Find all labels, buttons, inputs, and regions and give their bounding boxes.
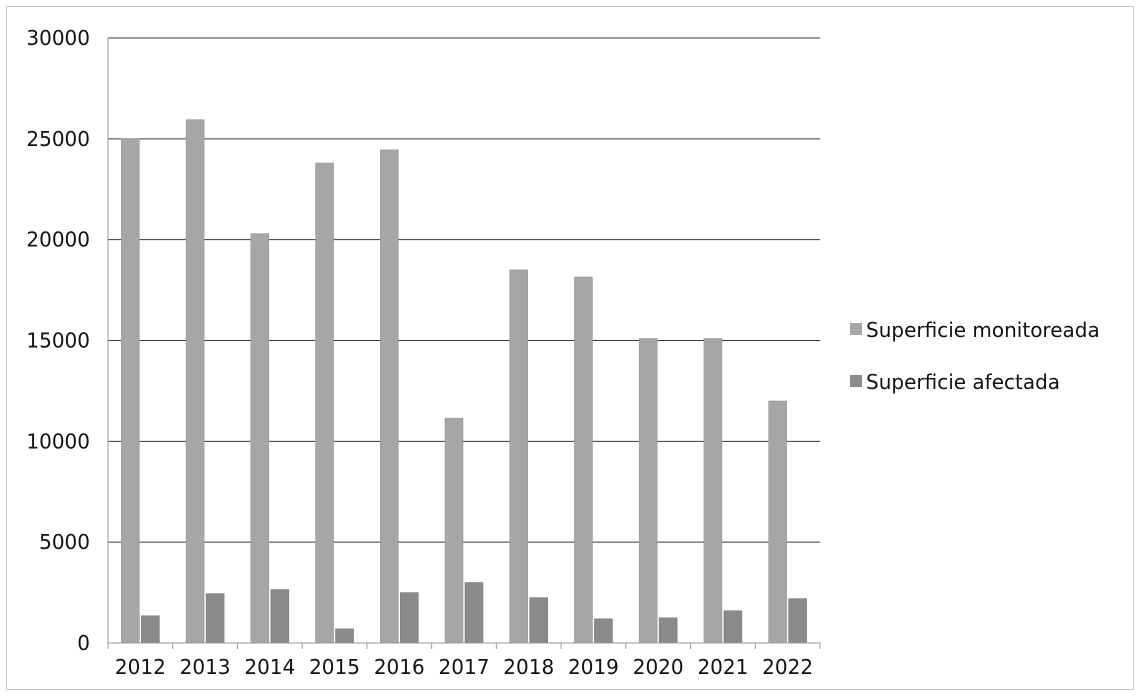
- legend-swatch-monitoreada: [850, 323, 862, 335]
- bar-afectada-2019: [594, 618, 613, 644]
- legend-swatch-afectada: [850, 375, 862, 387]
- y-tick-label: 20000: [26, 228, 90, 252]
- bar-afectada-2012: [141, 615, 160, 644]
- legend-item-afectada: Superficie afectada: [850, 370, 1060, 394]
- x-tick-label: 2021: [697, 655, 748, 679]
- x-tick-label: 2015: [309, 655, 360, 679]
- bar-monitoreada-2019: [574, 276, 593, 644]
- axes: [107, 38, 820, 644]
- bar-afectada-2013: [205, 593, 225, 644]
- legend-item-monitoreada: Superficie monitoreada: [850, 318, 1100, 342]
- x-tick-label: 2022: [762, 655, 813, 679]
- bar-monitoreada-2014: [250, 233, 270, 644]
- x-tick-label: 2014: [244, 655, 295, 679]
- y-axis-ticks: 0 5000 10000 15000 20000 25000 30000: [26, 26, 90, 655]
- x-tick-label: 2017: [439, 655, 490, 679]
- x-axis-ticks: 2012 2013 2014 2015 2016 2017 2018 2019 2020 2021…: [107, 643, 821, 679]
- bar-monitoreada-2020: [638, 338, 658, 644]
- bar-monitoreada-2012: [121, 138, 140, 644]
- bar-afectada-2016: [400, 592, 419, 644]
- bar-afectada-2017: [464, 582, 484, 644]
- bar-monitoreada-2017: [444, 417, 464, 644]
- bar-afectada-2015: [335, 628, 354, 644]
- x-tick-label: 2019: [568, 655, 619, 679]
- x-tick-label: 2016: [374, 655, 425, 679]
- y-tick-label: 25000: [26, 127, 90, 151]
- x-tick-label: 2020: [633, 655, 684, 679]
- bar-afectada-2022: [788, 598, 807, 644]
- legend-label-monitoreada: Superficie monitoreada: [866, 318, 1100, 342]
- y-tick-label: 5000: [39, 530, 90, 554]
- y-tick-label: 0: [77, 631, 90, 655]
- bar-monitoreada-2022: [768, 400, 787, 644]
- y-tick-label: 15000: [26, 329, 90, 353]
- legend-label-afectada: Superficie afectada: [866, 370, 1060, 394]
- gridlines: [108, 37, 820, 543]
- bar-monitoreada-2015: [315, 162, 334, 644]
- x-tick-label: 2012: [115, 655, 166, 679]
- bar-monitoreada-2016: [380, 149, 399, 644]
- bar-afectada-2020: [658, 617, 678, 644]
- y-tick-label: 30000: [26, 26, 90, 50]
- bar-afectada-2014: [270, 589, 290, 644]
- x-tick-label: 2018: [503, 655, 554, 679]
- bar-monitoreada-2018: [509, 269, 528, 644]
- bar-monitoreada-2013: [185, 119, 205, 644]
- x-tick-label: 2013: [180, 655, 231, 679]
- bars: [121, 119, 807, 644]
- bar-afectada-2018: [529, 597, 548, 644]
- y-tick-label: 10000: [26, 429, 90, 453]
- legend: Superficie monitoreada Superficie afecta…: [850, 318, 1100, 394]
- bar-monitoreada-2021: [703, 338, 723, 644]
- bar-afectada-2021: [723, 610, 743, 644]
